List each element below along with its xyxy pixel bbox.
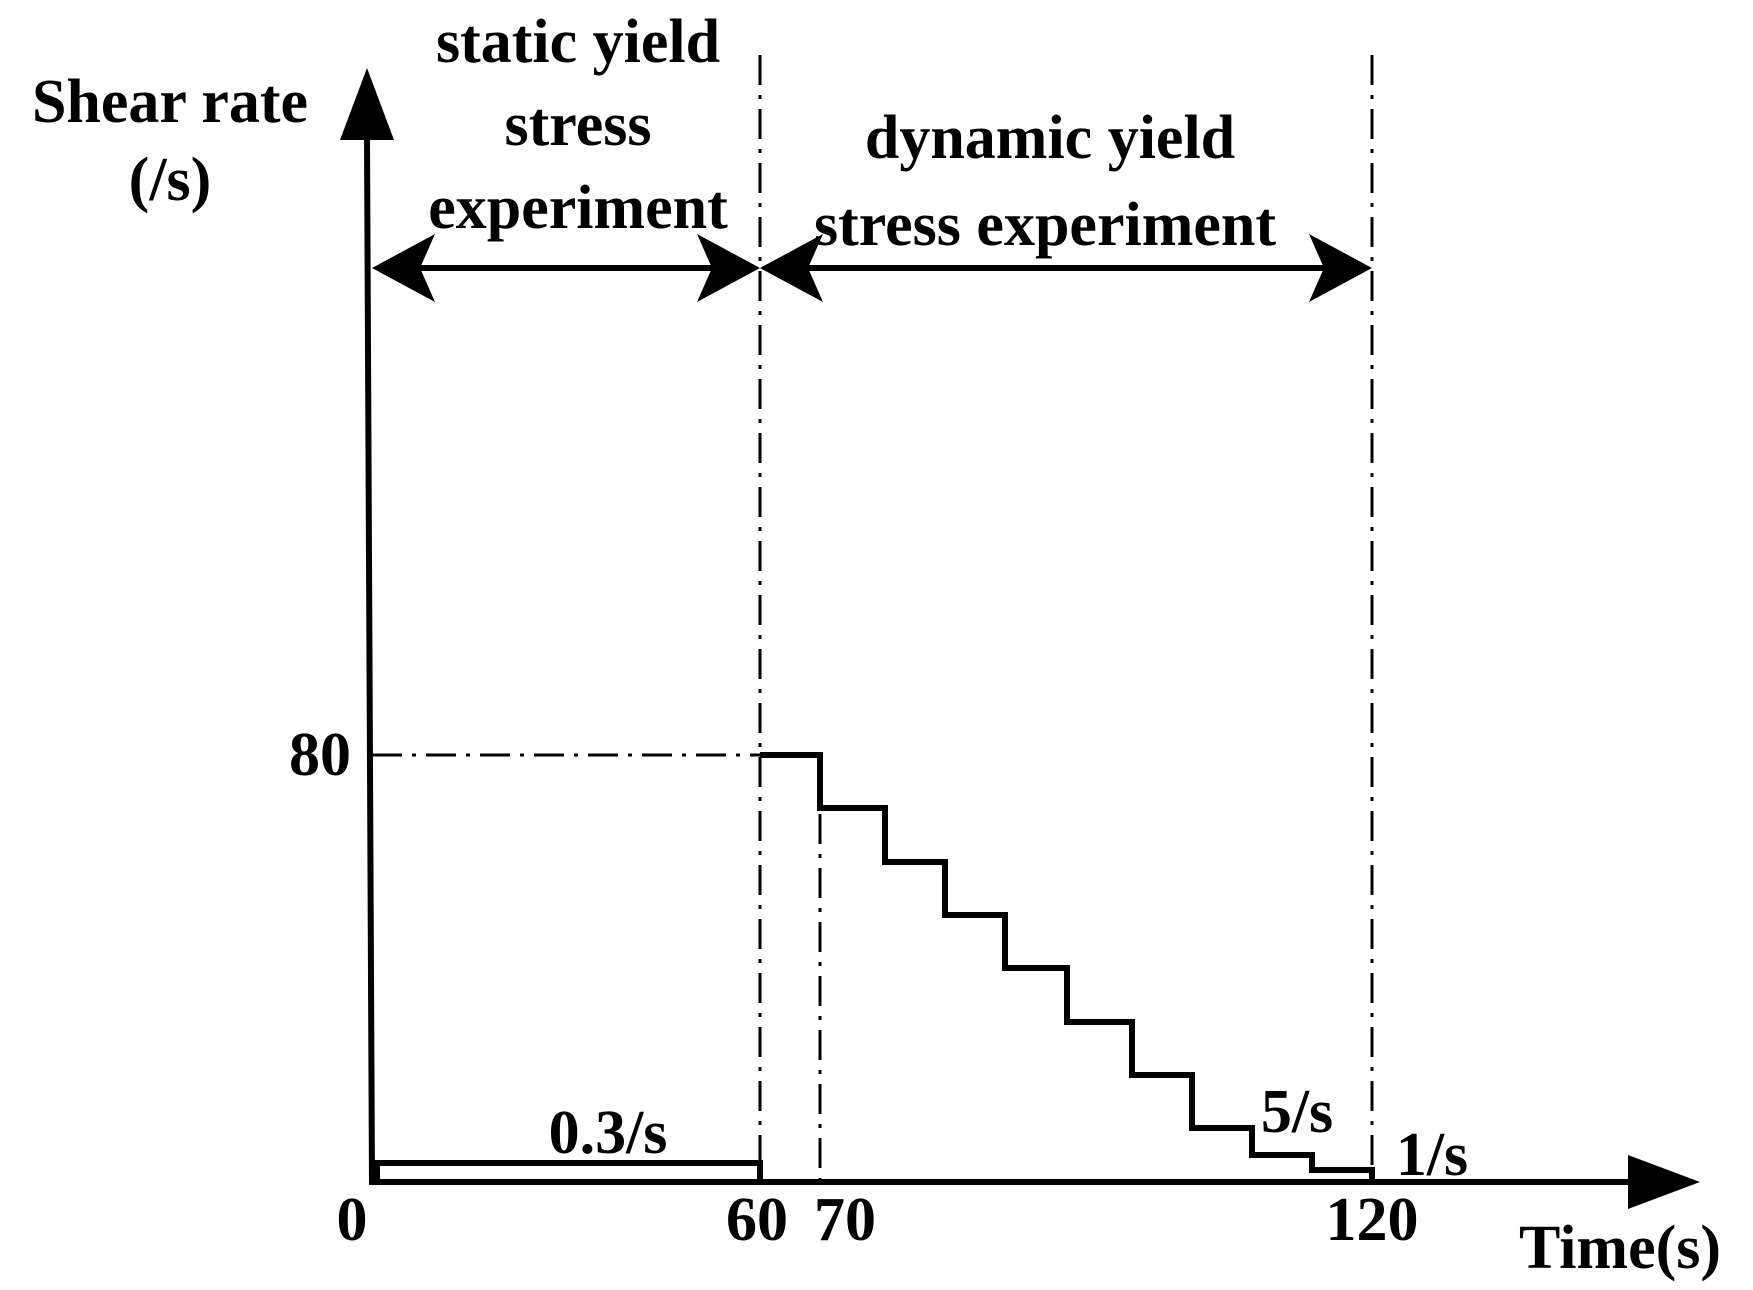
y-axis-arrowhead [340, 68, 394, 140]
dynamic-phase-title-line1: dynamic yield [865, 104, 1235, 172]
y-axis-label-line2: (/s) [129, 146, 212, 214]
dynamic-staircase-line [760, 752, 1375, 1182]
dynamic-phase-title-line2: stress experiment [814, 191, 1276, 259]
static-phase-arrowhead-right [697, 234, 760, 302]
x-tick-120: 120 [1326, 1186, 1419, 1254]
x-tick-60: 60 [726, 1186, 788, 1254]
rate-label-static: 0.3/s [549, 1099, 668, 1167]
x-tick-70: 70 [814, 1186, 876, 1254]
static-phase-title-line1: static yield [436, 8, 720, 76]
x-tick-0: 0 [337, 1186, 368, 1254]
dynamic-phase-arrowhead-left [760, 234, 823, 302]
dynamic-phase-arrowhead-right [1309, 234, 1372, 302]
x-axis-arrowhead [1628, 1155, 1700, 1209]
static-phase-title-line3: experiment [428, 174, 728, 242]
x-axis-label: Time(s) [1519, 1214, 1721, 1282]
static-rate-line [374, 1160, 763, 1182]
static-phase-title-line2: stress [505, 91, 652, 159]
rate-label-step: 5/s [1261, 1078, 1333, 1146]
y-axis-label-line1: Shear rate [32, 68, 308, 136]
rate-label-final: 1/s [1396, 1121, 1468, 1189]
static-phase-arrowhead-left [372, 234, 435, 302]
y-tick-80: 80 [289, 721, 351, 789]
y-axis-line [364, 139, 375, 1186]
